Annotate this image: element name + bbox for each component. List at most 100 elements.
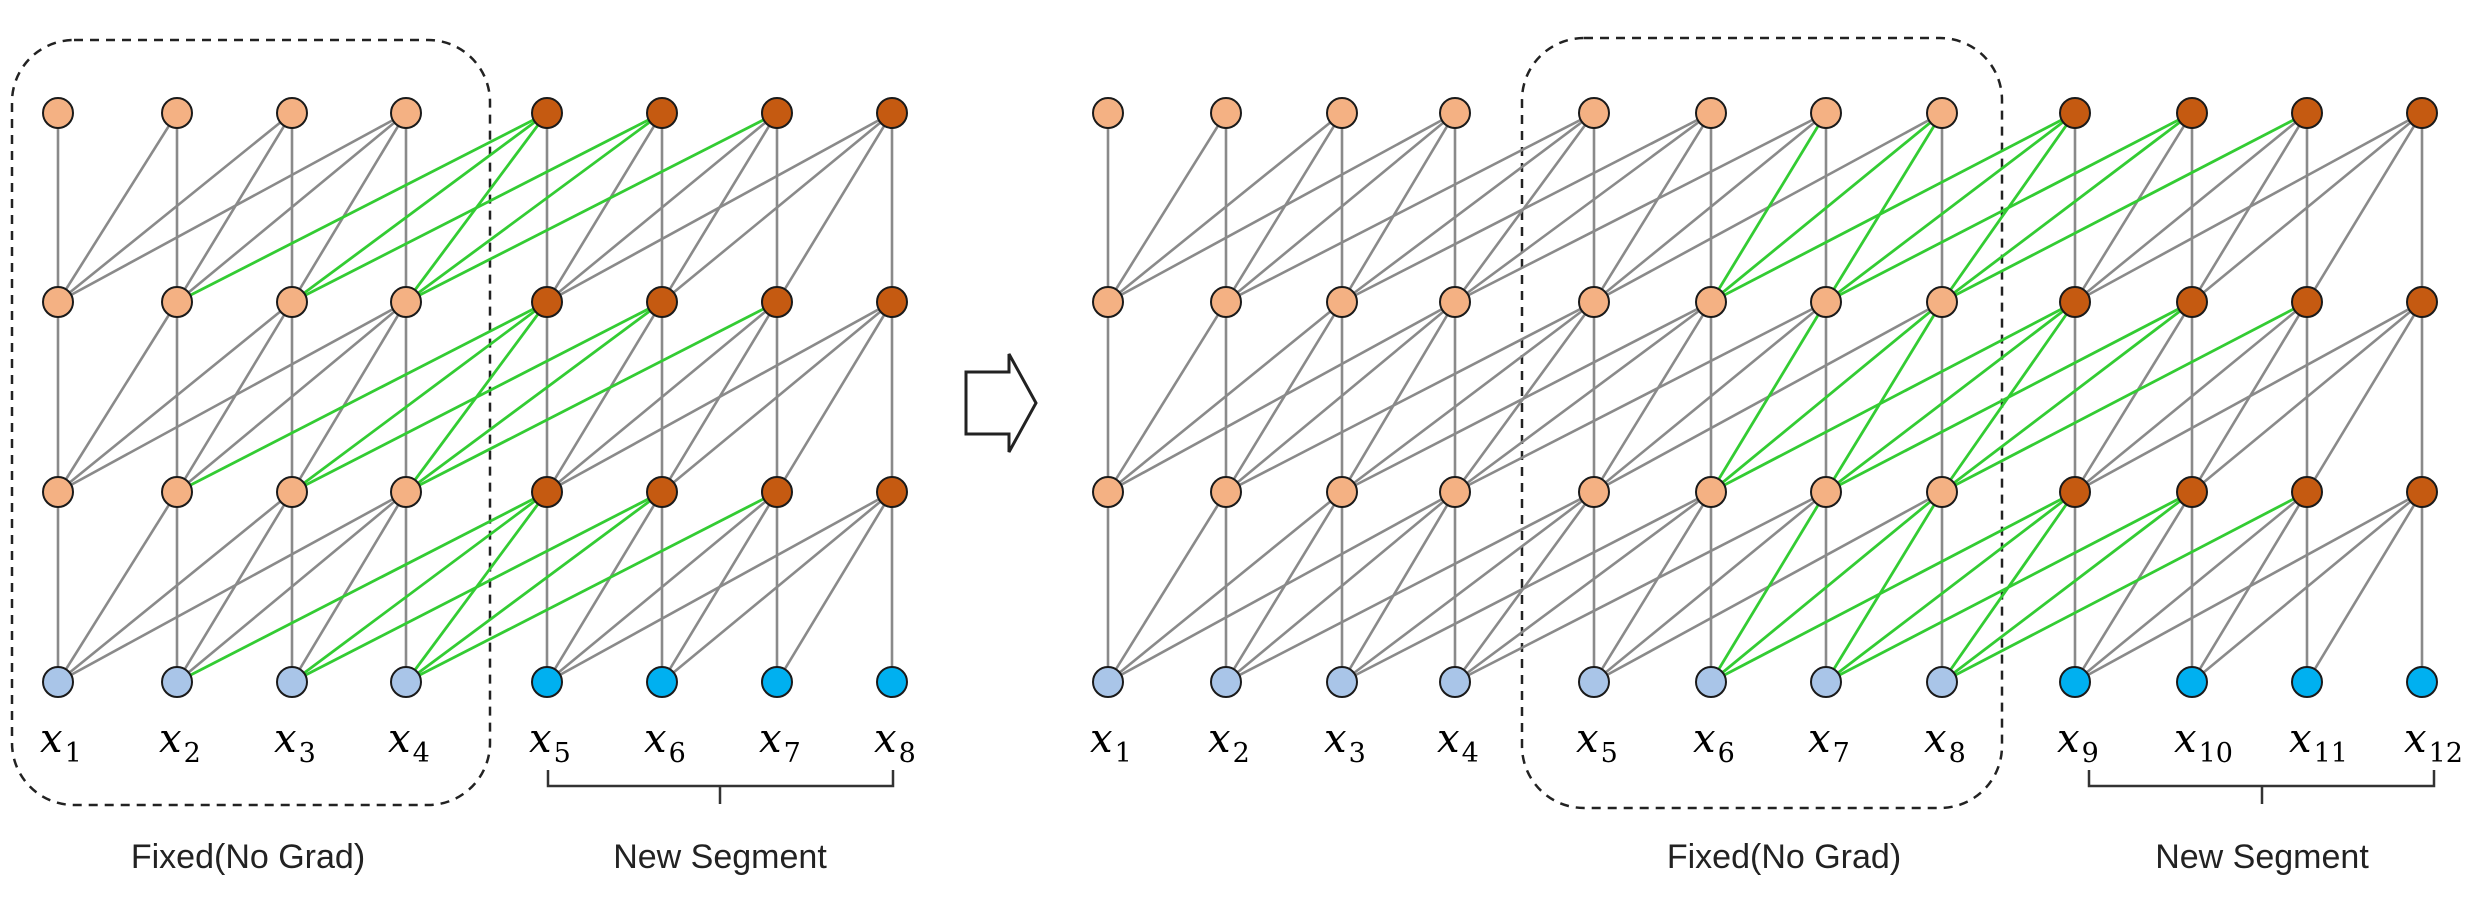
hidden-node bbox=[876, 286, 908, 318]
edge bbox=[1225, 111, 1595, 304]
highlight-edge bbox=[405, 490, 663, 684]
edge bbox=[1593, 111, 1827, 304]
edge bbox=[1107, 111, 1456, 304]
hidden-node bbox=[390, 286, 422, 318]
left-panel: x1 x2 x3 x4 x5 x6 x7 x8 Fixed(No Grad) New Segm… bbox=[10, 38, 916, 876]
hidden-node bbox=[1092, 476, 1124, 508]
highlight-edge bbox=[291, 300, 663, 494]
edge bbox=[1341, 490, 1595, 684]
edge bbox=[1107, 111, 1343, 304]
highlight-edge bbox=[1824, 301, 1944, 493]
edge bbox=[1341, 111, 1712, 304]
highlight-edge bbox=[1941, 490, 2193, 684]
edge bbox=[661, 490, 893, 684]
input-node bbox=[2176, 666, 2208, 698]
edge bbox=[1593, 300, 1827, 494]
fixed-segment-box bbox=[10, 38, 492, 807]
hidden-node bbox=[531, 97, 563, 129]
edge bbox=[1454, 111, 1712, 304]
token-label: x1 bbox=[40, 716, 82, 769]
edge bbox=[1454, 490, 1827, 684]
edge bbox=[1593, 490, 1827, 684]
edge bbox=[176, 300, 407, 494]
highlight-edge bbox=[405, 300, 778, 494]
highlight-edge bbox=[1710, 490, 2076, 684]
highlight-edge bbox=[291, 490, 548, 684]
hidden-node bbox=[1926, 476, 1958, 508]
hidden-node bbox=[2059, 476, 2091, 508]
token-label: x1 bbox=[1090, 716, 1132, 769]
hidden-node bbox=[276, 97, 308, 129]
hidden-node bbox=[646, 97, 678, 129]
edge bbox=[1454, 300, 1827, 494]
highlight-edge bbox=[1941, 300, 2193, 494]
input-node bbox=[1210, 666, 1242, 698]
hidden-node bbox=[1326, 286, 1358, 318]
edge bbox=[775, 112, 894, 303]
edge bbox=[545, 301, 664, 493]
highlight-edge bbox=[405, 300, 663, 494]
hidden-node bbox=[1326, 476, 1358, 508]
highlight-edge bbox=[176, 111, 548, 304]
edge bbox=[290, 112, 408, 303]
edge bbox=[546, 111, 893, 304]
edge bbox=[1225, 490, 1456, 684]
hidden-node bbox=[1578, 97, 1610, 129]
token-label: x4 bbox=[388, 716, 430, 769]
fixed-caption: Fixed(No Grad) bbox=[131, 838, 365, 876]
highlight-edge bbox=[1824, 491, 1944, 683]
input-node bbox=[1810, 666, 1842, 698]
token-label: x8 bbox=[874, 716, 916, 769]
hidden-node bbox=[2406, 476, 2438, 508]
hidden-node bbox=[531, 286, 563, 318]
new-segment-brace bbox=[546, 770, 895, 804]
edge bbox=[1106, 301, 1228, 493]
input-node bbox=[1926, 666, 1958, 698]
left-nodes bbox=[42, 97, 908, 698]
edge bbox=[2074, 300, 2308, 494]
input-node bbox=[531, 666, 563, 698]
token-label: x12 bbox=[2404, 716, 2463, 769]
edge bbox=[57, 111, 293, 304]
hidden-node bbox=[646, 286, 678, 318]
highlight-edge bbox=[291, 490, 663, 684]
edge bbox=[775, 301, 894, 493]
edge bbox=[775, 491, 894, 683]
input-node bbox=[42, 666, 74, 698]
hidden-node bbox=[1810, 476, 1842, 508]
edge bbox=[2073, 112, 2194, 303]
hidden-node bbox=[761, 476, 793, 508]
edge bbox=[2074, 490, 2423, 684]
new-segment-caption: New Segment bbox=[613, 838, 827, 876]
edge bbox=[57, 300, 293, 494]
edge bbox=[290, 491, 408, 683]
edge bbox=[56, 301, 179, 493]
hidden-node bbox=[276, 476, 308, 508]
hidden-node bbox=[1695, 97, 1727, 129]
fixed-segment-box bbox=[1520, 36, 2004, 810]
hidden-node bbox=[1578, 286, 1610, 318]
hidden-node bbox=[761, 97, 793, 129]
hidden-node bbox=[1439, 476, 1471, 508]
hidden-node bbox=[1439, 286, 1471, 318]
edge bbox=[1592, 112, 1713, 303]
input-node bbox=[1326, 666, 1358, 698]
right-token-labels: x1 x2 x3 x4 x5 x6 x7 x8 x9 x10 x11 x12 bbox=[1090, 716, 2463, 769]
highlight-edge bbox=[1941, 111, 2193, 304]
hidden-node bbox=[390, 97, 422, 129]
edge bbox=[2074, 111, 2308, 304]
hidden-node bbox=[2059, 286, 2091, 318]
hidden-node bbox=[2406, 97, 2438, 129]
edge bbox=[57, 300, 407, 494]
highlight-edge bbox=[176, 300, 548, 494]
edge bbox=[2191, 490, 2423, 684]
hidden-node bbox=[1092, 97, 1124, 129]
highlight-edge bbox=[1824, 112, 1944, 303]
input-node bbox=[646, 666, 678, 698]
edge bbox=[176, 111, 407, 304]
edge bbox=[1341, 300, 1712, 494]
hidden-node bbox=[1810, 97, 1842, 129]
hidden-node bbox=[2406, 286, 2438, 318]
edge bbox=[2191, 111, 2423, 304]
